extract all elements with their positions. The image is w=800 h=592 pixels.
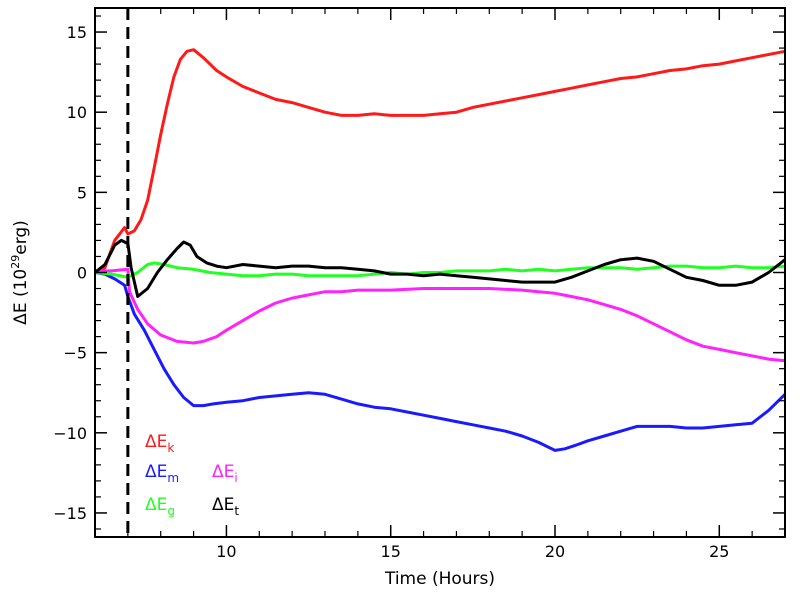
y-tick-label: −15 bbox=[53, 504, 87, 523]
tick-labels-layer: 10 15 20 25 −15 −10 −5 0 5 10 15 bbox=[53, 23, 729, 561]
legend-item-Ek: ΔEk bbox=[145, 432, 174, 455]
legend: ΔEk ΔEm ΔEi ΔEg ΔEt bbox=[145, 432, 239, 518]
x-tick-label: 15 bbox=[381, 542, 401, 561]
y-axis-title: ΔE (1029erg) bbox=[9, 220, 31, 325]
series-line-Ek bbox=[94, 48, 786, 274]
x-tick-label: 20 bbox=[545, 542, 565, 561]
series-line-Ei bbox=[95, 267, 786, 363]
legend-item-Et: ΔEt bbox=[212, 495, 239, 518]
legend-item-Ei: ΔEi bbox=[212, 462, 238, 485]
legend-item-Eg: ΔEg bbox=[145, 495, 175, 518]
x-tick-label: 25 bbox=[709, 542, 729, 561]
y-tick-label: 5 bbox=[77, 183, 87, 202]
series-line-Et bbox=[94, 238, 786, 298]
y-axis-title-sup: 29 bbox=[9, 255, 22, 269]
x-axis-title: Time (Hours) bbox=[384, 569, 495, 589]
ticks-layer bbox=[94, 8, 786, 537]
y-axis-title-base: ΔE (10 bbox=[11, 269, 31, 325]
y-tick-label: −5 bbox=[63, 344, 87, 363]
y-tick-label: 10 bbox=[67, 103, 87, 122]
y-axis-title-suffix: erg) bbox=[11, 220, 31, 255]
y-tick-label: 0 bbox=[77, 264, 87, 283]
x-tick-label: 10 bbox=[216, 542, 236, 561]
y-tick-label: −10 bbox=[53, 424, 87, 443]
series-line-Em bbox=[94, 271, 787, 452]
legend-item-Em: ΔEm bbox=[145, 462, 179, 485]
y-tick-label: 15 bbox=[67, 23, 87, 42]
series-layer bbox=[94, 48, 787, 452]
